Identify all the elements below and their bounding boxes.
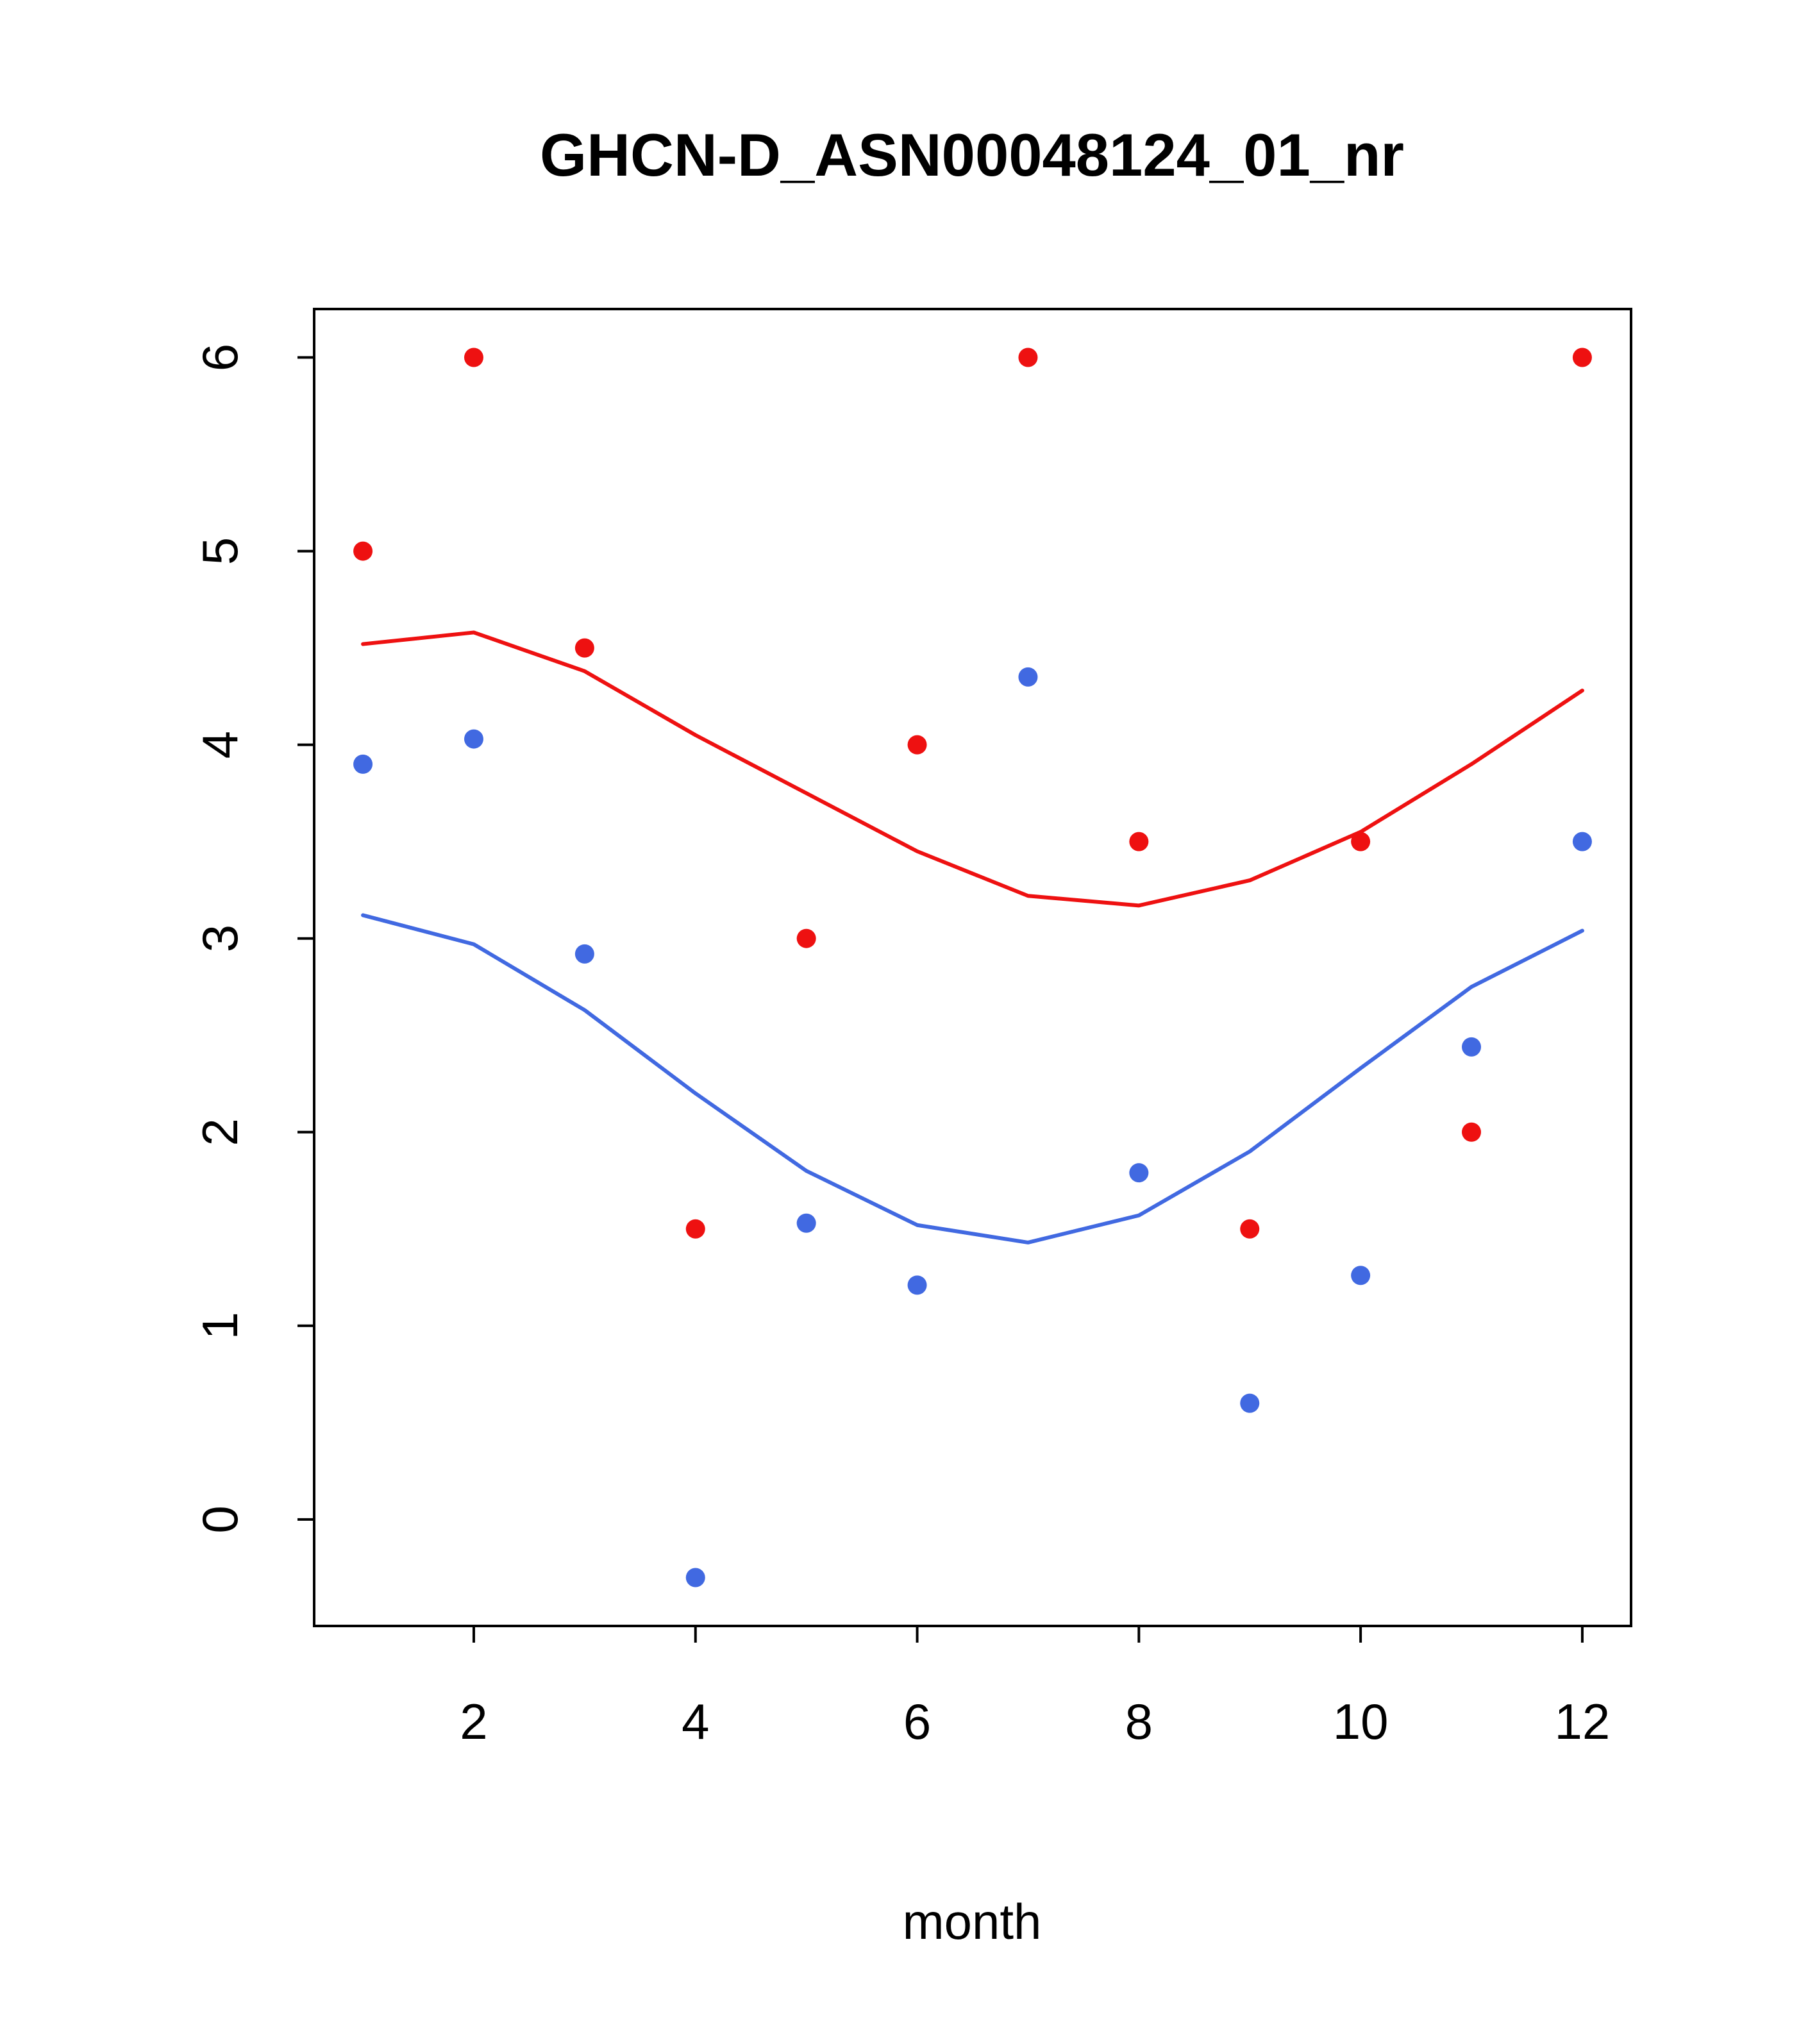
red-smooth-line: [361, 630, 1584, 908]
red-point: [1018, 348, 1038, 367]
red-point: [685, 1219, 705, 1239]
blue-point: [1129, 1163, 1149, 1183]
blue-smooth-line: [361, 913, 1584, 1244]
y-tick-label: 2: [192, 1118, 248, 1146]
red-point: [353, 541, 373, 561]
red-point: [907, 735, 927, 755]
blue-point: [464, 729, 483, 749]
x-tick-label: 8: [1125, 1693, 1153, 1750]
blue-point: [1351, 1266, 1371, 1286]
x-tick-label: 10: [1333, 1693, 1389, 1750]
y-tick-label: 4: [192, 731, 248, 758]
red-point: [1351, 832, 1371, 851]
y-tick-label: 3: [192, 925, 248, 952]
blue-point: [796, 1213, 816, 1233]
blue-point: [1462, 1037, 1482, 1057]
red-point: [464, 348, 483, 367]
y-tick-label: 0: [192, 1505, 248, 1533]
chart-title: GHCN-D_ASN00048124_01_nr: [540, 121, 1404, 188]
blue-point: [1018, 667, 1038, 687]
plot-border: [313, 308, 1632, 1627]
blue-point: [1572, 832, 1592, 851]
red-point: [1129, 832, 1149, 851]
blue-point: [353, 754, 373, 774]
x-tick-label: 4: [682, 1693, 709, 1750]
x-tick-label: 2: [460, 1693, 487, 1750]
series: [353, 348, 1592, 1587]
x-tick-label: 12: [1555, 1693, 1611, 1750]
y-tick-label: 5: [192, 537, 248, 565]
red-point: [796, 928, 816, 948]
blue-point: [574, 944, 594, 964]
red-point: [1240, 1219, 1260, 1239]
x-tick-label: 6: [903, 1693, 931, 1750]
red-point: [1462, 1122, 1482, 1142]
blue-point: [907, 1275, 927, 1295]
blue-point: [685, 1568, 705, 1587]
x-axis-label: month: [903, 1893, 1042, 1950]
y-tick-label: 1: [192, 1312, 248, 1339]
red-point: [1572, 348, 1592, 367]
red-point: [574, 638, 594, 658]
y-tick-label: 6: [192, 344, 248, 371]
blue-point: [1240, 1393, 1260, 1413]
